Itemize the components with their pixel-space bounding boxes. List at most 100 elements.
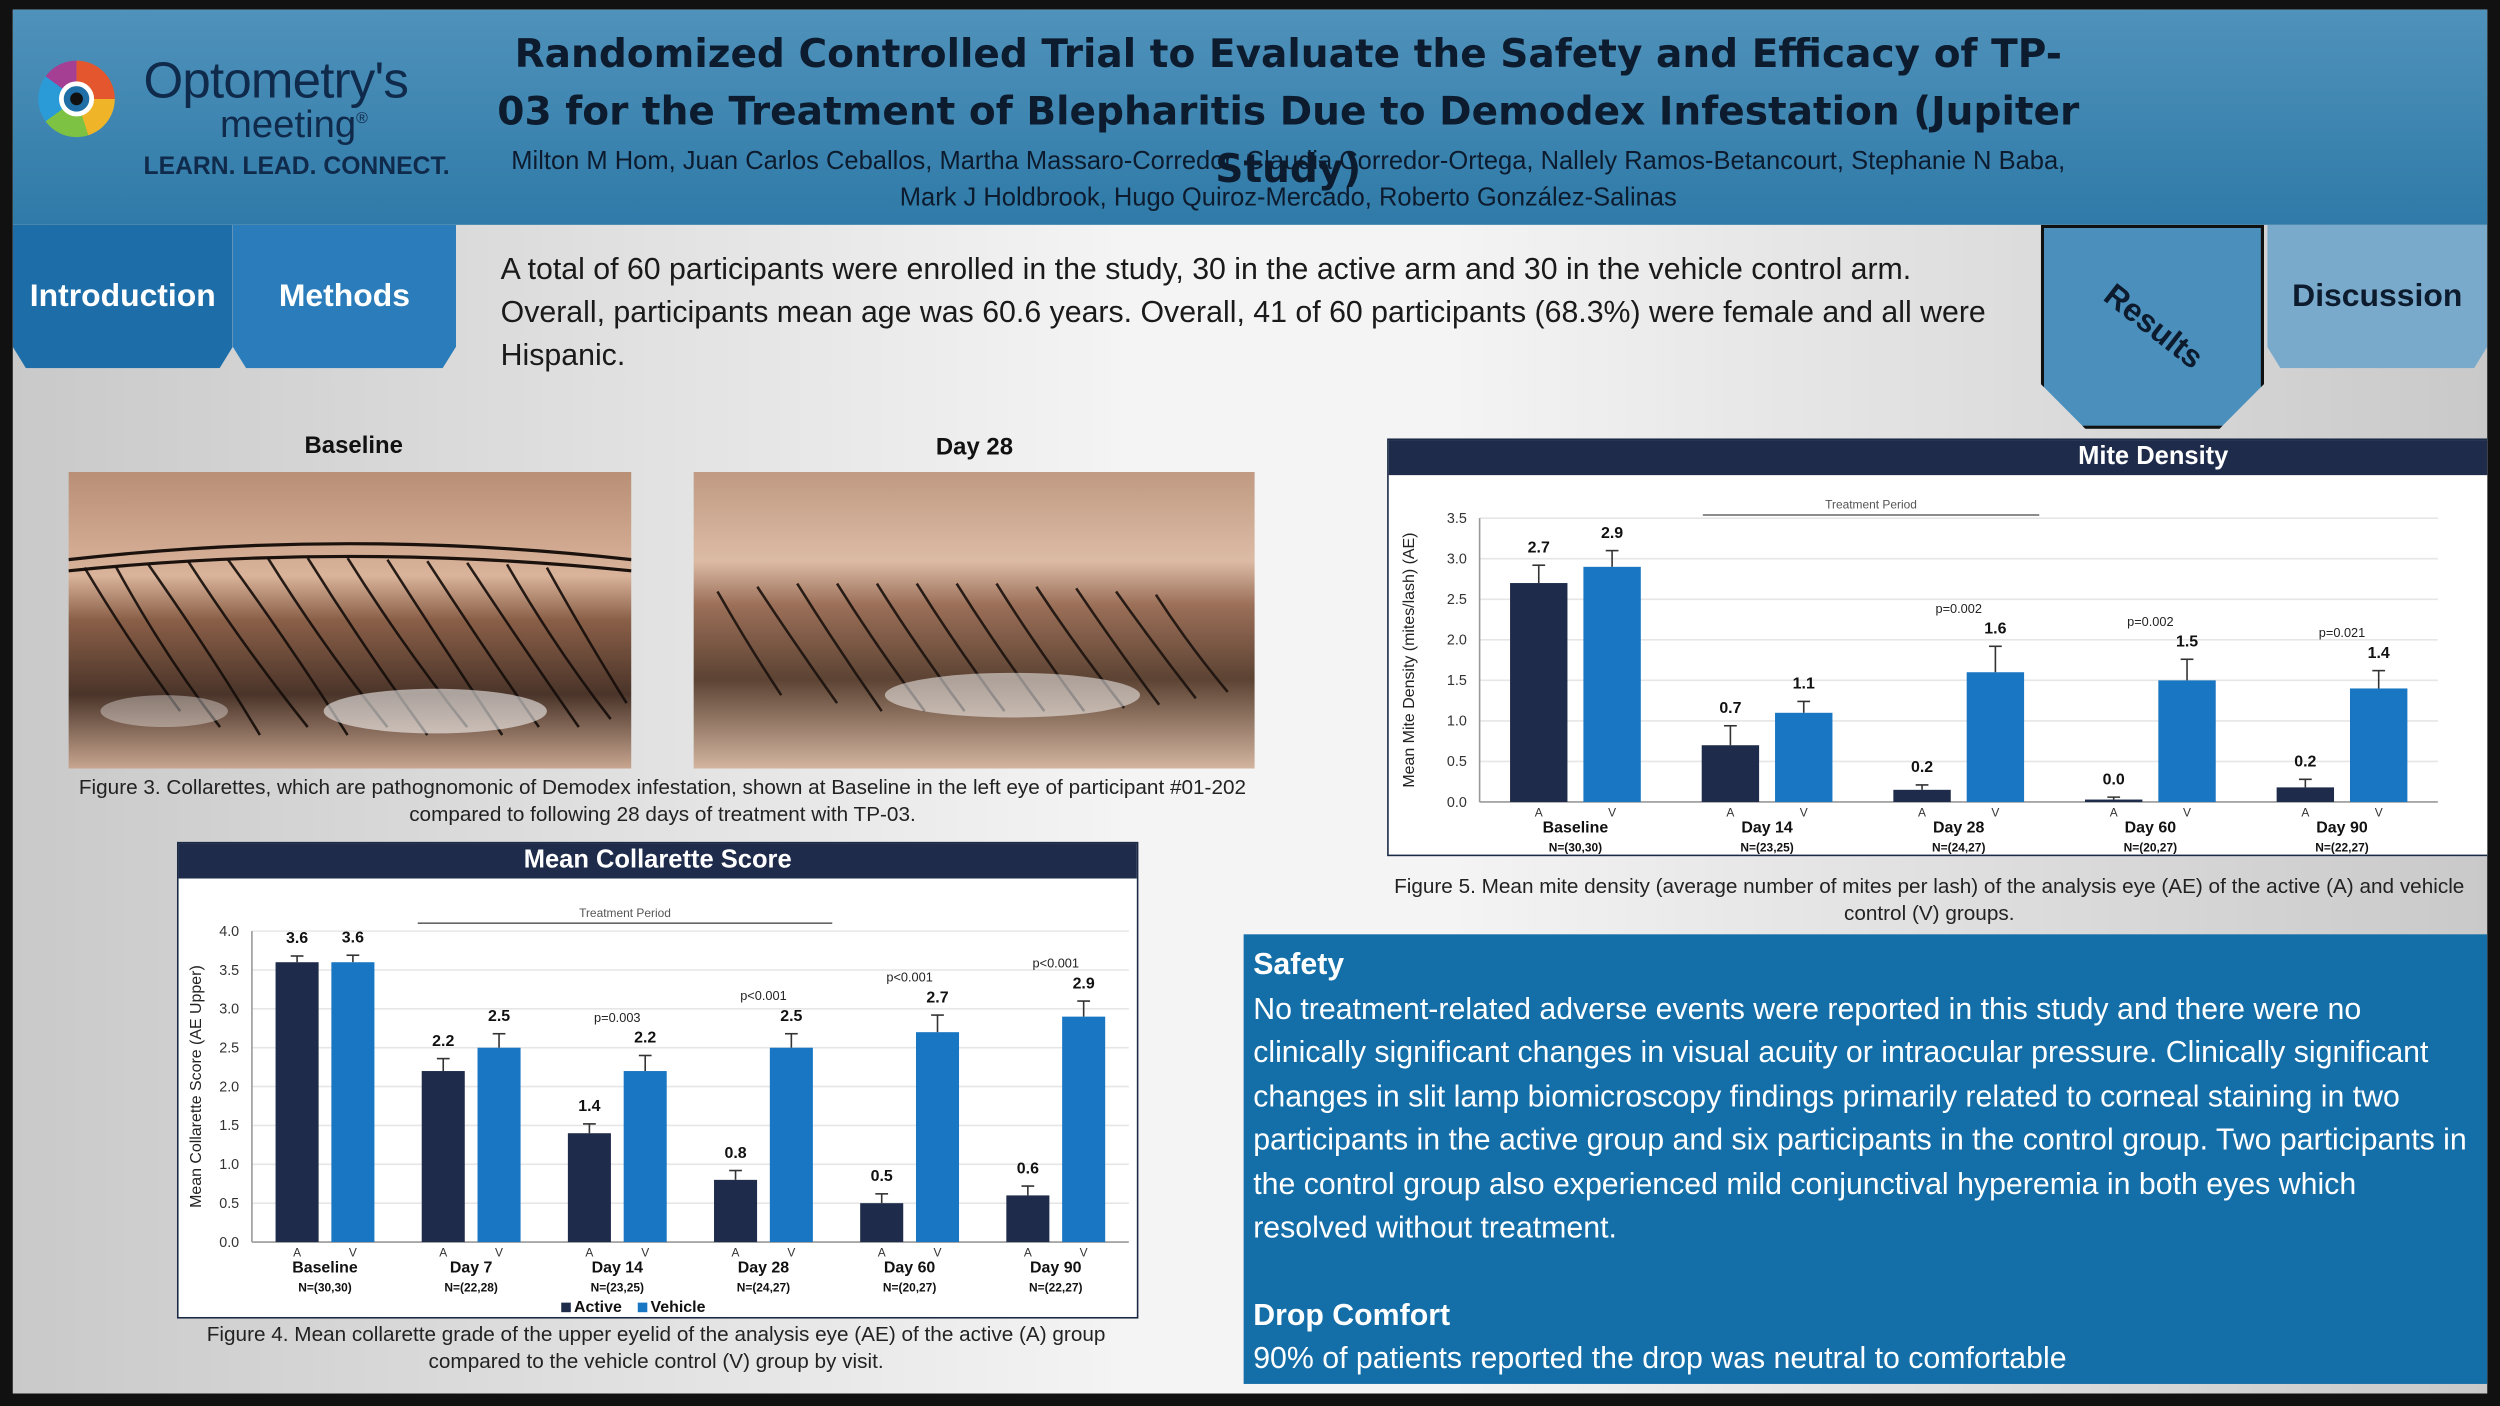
tab-introduction[interactable]: Introduction [12,224,233,369]
collarette-bar-vehicle [477,1047,521,1243]
collarette-p-value: p<0.001 [740,988,786,1003]
mite-bar-active [1510,583,1568,802]
mite-bar-active [1701,745,1760,802]
mite-category-label: Day 60 [2125,819,2177,836]
mite-treatment-period-label: Treatment Period [1825,498,1917,512]
mite-arm-label: V [1991,805,1999,819]
mite-n-label: N=(22,27) [2315,840,2368,854]
figure5-caption: Figure 5. Mean mite density (average num… [1394,873,2465,925]
mite-y-tick-label: 1.0 [1447,714,1467,730]
mite-y-tick-label: 0.5 [1447,754,1467,770]
collarette-n-label: N=(22,27) [1029,1280,1082,1294]
mite-category-label: Day 28 [1933,819,1985,836]
figure4-caption: Figure 4. Mean collarette grade of the u… [206,1321,1106,1373]
safety-heading: Safety [1253,948,1345,983]
drop-comfort-heading: Drop Comfort [1253,1298,1451,1333]
collarette-bar-vehicle [915,1032,960,1243]
mite-data-label: 2.7 [1528,539,1550,556]
drop-comfort-text: 90% of patients reported the drop was ne… [1253,1342,2067,1376]
collarette-legend-label-active: Active [574,1299,622,1316]
mite-arm-label: A [2110,805,2118,819]
mite-data-label: 0.0 [2103,771,2125,788]
tab-methods[interactable]: Methods [232,224,456,369]
header-banner: Optometry's meeting® LEARN. LEAD. CONNEC… [12,9,2488,225]
collarette-data-label: 2.5 [780,1008,802,1025]
mite-data-label: 2.9 [1601,525,1623,542]
collarette-arm-label: V [1080,1245,1088,1259]
mite-y-tick-label: 2.5 [1447,592,1467,608]
collarette-data-label: 2.9 [1073,975,1095,992]
mite-bar-vehicle [1583,566,1641,802]
mite-arm-label: V [1608,805,1616,819]
mite-y-tick-label: 0.0 [1447,795,1467,811]
mite-y-tick-label: 3.5 [1447,511,1467,527]
collarette-legend-swatch-active [561,1302,571,1313]
collarette-y-tick-label: 2.5 [219,1041,239,1057]
mite-category-label: Baseline [1543,819,1609,836]
mite-data-label: 0.2 [2294,754,2316,771]
mite-density-chart-svg: Mean Mite Density (mites/lash) (AE) 0.0 0.… [1401,498,2438,854]
mite-n-label: N=(30,30) [1549,840,1602,854]
collarette-data-label: 2.7 [926,989,948,1006]
logo-tagline: LEARN. LEAD. CONNECT. [143,153,450,181]
mite-p-value: p=0.021 [2319,625,2365,640]
tab-results[interactable]: Results [2040,224,2265,429]
baseline-photo-label: Baseline [304,432,403,460]
safety-panel: Safety No treatment-related adverse even… [1243,934,2488,1384]
collarette-category-label: Day 14 [592,1259,644,1276]
logo-name: Optometry's [143,51,409,109]
mite-arm-label: V [1800,805,1808,819]
mite-bar-active [2276,787,2335,802]
collarette-n-label: N=(20,27) [883,1280,936,1294]
collarette-bar-active [860,1203,904,1243]
collarette-y-tick-label: 0.0 [219,1235,239,1251]
collarette-n-label: N=(30,30) [298,1280,351,1294]
mite-data-label: 1.4 [2368,645,2390,662]
collarette-p-value: p<0.001 [886,970,932,985]
collarette-data-label: 2.5 [488,1008,510,1025]
mite-bar-vehicle [2158,680,2216,802]
collarette-treatment-period-label: Treatment Period [579,906,671,920]
author-list: Milton M Hom, Juan Carlos Ceballos, Mart… [511,148,2066,213]
collarette-category-label: Day 60 [884,1259,936,1276]
collarette-p-value: p<0.001 [1033,956,1079,971]
collarette-bar-active [567,1133,611,1243]
mite-category-label: Day 14 [1741,819,1793,836]
collarette-bar-active [1006,1195,1050,1243]
mite-density-chart: Mite Density Mean Mite Density (mites/la… [1387,438,2488,857]
collarette-bar-active [714,1179,758,1243]
collarette-chart-title: Mean Collarette Score [178,843,1137,879]
mite-bar-vehicle [2349,688,2408,802]
collarette-y-tick-label: 3.5 [219,963,239,979]
collarette-arm-label: A [293,1245,301,1259]
collarette-data-label: 0.6 [1017,1160,1039,1177]
mite-data-label: 1.1 [1793,676,1815,693]
mite-y-tick-label: 2.0 [1447,633,1467,649]
mite-data-label: 0.2 [1911,759,1933,776]
collarette-bar-vehicle [769,1047,813,1243]
collarette-arm-label: A [585,1245,593,1259]
mite-p-value: p=0.002 [1935,601,1981,616]
collarette-bar-vehicle [331,962,375,1243]
poster: Optometry's meeting® LEARN. LEAD. CONNEC… [12,9,2488,1394]
mite-density-chart-title: Mite Density [1388,440,2488,476]
collarette-y-tick-label: 2.0 [219,1079,239,1095]
mite-bar-vehicle [1966,672,2025,802]
collarette-y-tick-label: 4.0 [219,924,239,940]
mite-data-label: 0.7 [1719,700,1741,717]
mite-p-value: p=0.002 [2127,614,2173,629]
mite-y-tick-label: 1.5 [1447,673,1467,689]
mite-n-label: N=(23,25) [1740,840,1793,854]
collarette-arm-label: V [787,1245,795,1259]
collarette-y-axis-label: Mean Collarette Score (AE Upper) [188,965,205,1208]
mite-arm-label: A [1726,805,1734,819]
tab-discussion[interactable]: Discussion [2267,224,2488,369]
collarette-category-label: Day 28 [738,1259,790,1276]
mite-arm-label: A [2301,805,2309,819]
collarette-arm-label: V [934,1245,942,1259]
collarette-data-label: 0.8 [724,1145,746,1162]
mite-arm-label: A [1535,805,1543,819]
collarette-legend-swatch-vehicle [637,1302,648,1313]
mite-arm-label: V [2375,805,2383,819]
